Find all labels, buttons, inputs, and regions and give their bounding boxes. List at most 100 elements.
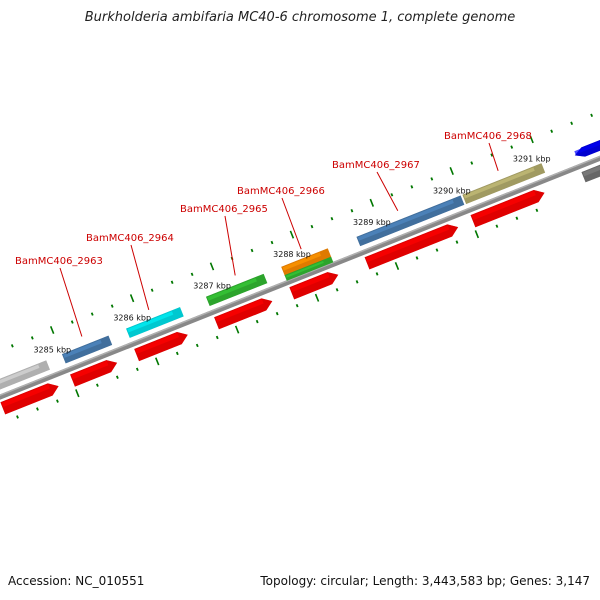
feature-tick <box>209 262 215 271</box>
feature-tick <box>350 208 354 213</box>
scale-tick <box>375 272 379 276</box>
gene-arrow <box>356 195 465 247</box>
scale-tick <box>275 311 279 316</box>
cds-arrow <box>134 331 188 362</box>
gene-arrow <box>0 360 50 392</box>
scale-tick <box>495 224 499 228</box>
topology-label: Topology: circular; Length: 3,443,583 bp… <box>260 574 590 588</box>
feature-tick <box>170 280 174 284</box>
callout-leader <box>224 215 236 276</box>
gene-label: BamMC406_2968 <box>444 131 532 142</box>
feature-tick <box>30 336 34 340</box>
scale-tick <box>195 343 199 348</box>
cds-arrow <box>470 190 545 228</box>
gene-label: BamMC406_2966 <box>237 186 325 197</box>
scale-tick <box>16 415 19 419</box>
feature-tick <box>369 198 375 207</box>
scale-tick <box>135 367 139 372</box>
feature-tick <box>330 216 334 221</box>
scale-tick <box>314 293 320 302</box>
gene-arrow <box>284 256 334 281</box>
scale-tick <box>115 375 119 379</box>
gene-arrow <box>61 335 113 364</box>
scale-tick <box>56 399 59 403</box>
feature-tick <box>529 135 534 144</box>
feature-tick <box>190 272 194 277</box>
feature-tick <box>550 129 554 133</box>
feature-tick <box>590 113 594 118</box>
scale-tick <box>435 248 439 252</box>
scale-tick <box>474 230 480 239</box>
scale-label: 3290 kbp <box>433 186 471 195</box>
cds-arrow-face <box>70 360 118 387</box>
map-title: Burkholderia ambifaria MC40-6 chromosome… <box>84 10 516 25</box>
cds-arrow <box>70 360 118 387</box>
scale-tick <box>234 325 240 334</box>
gene-arrow-face <box>356 195 465 247</box>
feature-tick <box>510 145 514 149</box>
gene-arrow-face <box>281 248 332 277</box>
gene-callouts: BamMC406_2963 BamMC406_2964 BamMC406_2965 B… <box>15 131 532 337</box>
cds-arrow-face <box>134 331 188 362</box>
feature-tick <box>289 230 295 239</box>
cds-arrow <box>0 383 59 415</box>
gene-arrow-face <box>0 360 50 392</box>
feature-tick <box>10 344 14 348</box>
feature-arrows <box>0 130 600 415</box>
feature-tick <box>129 294 135 303</box>
feature-tick <box>150 288 154 292</box>
gene-arrow-face <box>126 307 184 338</box>
feature-tick <box>270 240 274 245</box>
gene-arrow <box>281 248 332 277</box>
gene-arrow-face <box>462 163 546 205</box>
cds-arrow <box>214 298 273 330</box>
gene-arrow <box>574 130 600 157</box>
gene-arrow <box>462 163 546 205</box>
feature-tick <box>570 121 574 125</box>
cds-arrow <box>289 272 339 300</box>
scale-tick <box>355 280 359 284</box>
backbone-highlight <box>0 129 600 412</box>
scale-tick <box>455 240 459 244</box>
scale-label: 3289 kbp <box>353 218 391 227</box>
gene-arrow <box>126 307 184 338</box>
scale-tick <box>415 256 419 260</box>
feature-tick <box>90 312 94 316</box>
gene-arrow-face <box>205 273 268 307</box>
scale-tick <box>515 216 519 220</box>
scale-label: 3285 kbp <box>33 345 71 354</box>
scale-label: 3291 kbp <box>513 155 551 164</box>
scale-tick <box>255 319 259 324</box>
feature-tick <box>70 320 74 324</box>
gene-arrow-face <box>581 155 600 183</box>
scale-tick <box>535 208 539 213</box>
feature-tick <box>49 325 55 335</box>
gene-arrow-face <box>284 256 334 281</box>
cds-arrow-face <box>364 224 459 270</box>
callout-leader <box>488 142 499 171</box>
scale-tick <box>175 351 179 356</box>
cds-arrow-face <box>0 383 59 415</box>
callout-leader <box>59 267 83 337</box>
cds-arrow-face <box>289 272 339 300</box>
gene-label: BamMC406_2965 <box>180 204 268 215</box>
cds-arrow-face <box>214 298 273 330</box>
feature-tick <box>449 166 454 176</box>
feature-tick <box>410 185 414 189</box>
scale-tick <box>335 288 339 292</box>
backbone-line <box>0 129 600 415</box>
scale-tick <box>96 383 99 387</box>
feature-tick <box>430 177 434 181</box>
accession-label: Accession: NC_010551 <box>8 574 145 588</box>
gene-label: BamMC406_2963 <box>15 256 103 267</box>
feature-tick <box>310 224 314 229</box>
scale-tick <box>155 357 160 366</box>
gene-arrow <box>205 273 268 307</box>
callout-leader <box>376 171 399 211</box>
scale-label: 3287 kbp <box>193 282 231 291</box>
feature-tick <box>490 153 494 157</box>
scale-tick <box>36 407 39 411</box>
callout-leader <box>281 197 302 250</box>
